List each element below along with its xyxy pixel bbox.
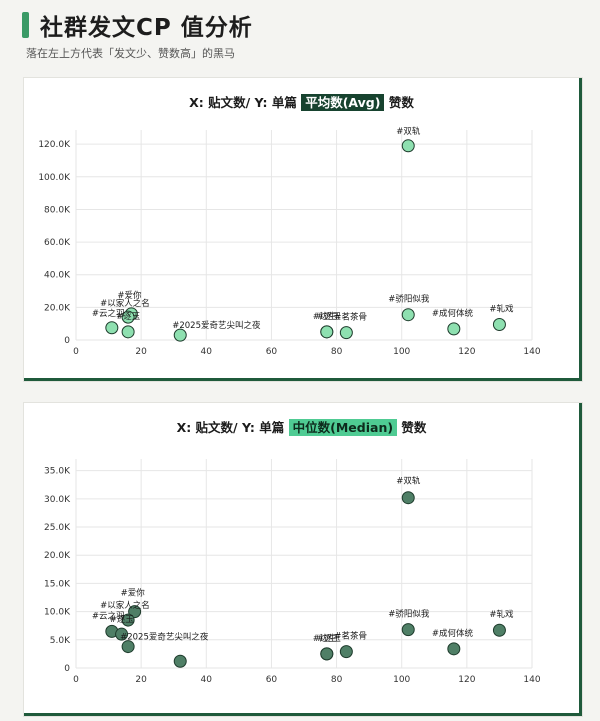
median-data-point — [339, 645, 353, 659]
median-point-label: #轧戏 — [489, 609, 514, 620]
median-y-tick-label: 30.0K — [44, 495, 71, 505]
median-x-tick-label: 80 — [331, 675, 343, 685]
median-x-tick-label: 120 — [458, 675, 475, 685]
avg-y-tick-label: 80.0K — [44, 205, 71, 215]
median-point-label: #逐玉 — [110, 615, 135, 625]
median-data-point — [401, 491, 415, 505]
median-point-label: #爱你 — [121, 588, 146, 599]
median-x-tick-label: 100 — [393, 675, 410, 685]
median-data-point — [115, 627, 129, 641]
median-chart-title-highlight: 中位数(Median) — [288, 419, 398, 436]
avg-data-point — [121, 325, 135, 339]
median-data-point — [320, 647, 334, 661]
avg-y-tick-label: 20.0K — [44, 303, 71, 313]
page-subtitle: 落在左上方代表「发文少、赞数高」的黑马 — [26, 47, 235, 60]
avg-chart-title-prefix: X: 贴文数/ Y: 单篇 — [189, 95, 302, 110]
avg-point-label: #轧戏 — [489, 303, 514, 314]
avg-point-label: #骄阳似我 — [388, 294, 430, 305]
avg-x-tick-label: 40 — [201, 347, 213, 357]
avg-y-tick-label: 40.0K — [44, 271, 71, 281]
avg-chart-title-suffix: 赞数 — [384, 95, 414, 110]
median-y-tick-label: 15.0K — [44, 579, 71, 589]
median-point-label: #成何体统 — [432, 628, 474, 639]
avg-chart-title: X: 贴文数/ Y: 单篇 平均数(Avg) 赞数 — [24, 92, 579, 111]
avg-x-tick-label: 80 — [331, 347, 343, 357]
median-point-label: #逐玉 — [317, 634, 342, 644]
median-data-point — [401, 623, 415, 637]
avg-data-point — [492, 317, 506, 331]
avg-x-tick-label: 100 — [393, 347, 410, 357]
median-y-tick-label: 5.0K — [50, 636, 71, 646]
median-data-point — [173, 654, 187, 668]
median-chart-panel: X: 贴文数/ Y: 单篇 中位数(Median) 赞数 0 5.0K 10.0K 1… — [24, 403, 582, 716]
page-header: 社群发文CP 值分析 落在左上方代表「发文少、赞数高」的黑马 — [0, 0, 600, 70]
median-chart-title: X: 贴文数/ Y: 单篇 中位数(Median) 赞数 — [24, 417, 579, 436]
avg-chart-panel: X: 贴文数/ Y: 单篇 平均数(Avg) 赞数 0 20.0K 40.0K 60.… — [24, 78, 582, 381]
avg-x-tick-label: 20 — [135, 347, 147, 357]
avg-point-label: #2025爱奇艺尖叫之夜 — [172, 320, 261, 331]
median-point-label: #茗茶骨 — [334, 631, 367, 642]
median-point-label: #骄阳似我 — [388, 609, 430, 620]
avg-data-point — [105, 321, 119, 335]
avg-data-point — [339, 326, 353, 340]
avg-x-tick-label: 0 — [73, 347, 79, 357]
median-data-point — [492, 623, 506, 637]
avg-point-label: #以家人之名 — [100, 298, 150, 309]
median-data-point — [121, 613, 135, 627]
median-x-tick-label: 20 — [135, 675, 147, 685]
avg-data-point — [401, 139, 415, 153]
avg-data-point — [447, 322, 461, 336]
avg-point-label: #成何体统 — [432, 308, 474, 319]
median-x-tick-label: 60 — [266, 675, 278, 685]
avg-scatter-plot: 0 20.0K 40.0K 60.0K 80.0K 100.0K 120.0K 0 20 40 60… — [38, 126, 541, 357]
title-accent-bar — [22, 12, 29, 38]
median-x-tick-label: 40 — [201, 675, 213, 685]
median-y-tick-label: 20.0K — [44, 551, 71, 561]
median-scatter-plot: 0 5.0K 10.0K 15.0K 20.0K 25.0K 30.0K 35.0K 0 20 40… — [44, 459, 541, 685]
median-y-tick-label: 0 — [64, 664, 70, 674]
median-point-label: #2025爱奇艺尖叫之夜 — [120, 632, 209, 643]
avg-point-label: #茗茶骨 — [334, 312, 367, 323]
page-title: 社群发文CP 值分析 — [40, 15, 253, 41]
median-point-label: #双轨 — [396, 476, 421, 487]
median-chart-title-suffix: 赞数 — [397, 420, 427, 435]
median-x-tick-label: 140 — [523, 675, 540, 685]
avg-data-point — [401, 308, 415, 322]
avg-point-label: #云之羽 — [92, 308, 125, 319]
avg-x-tick-label: 140 — [523, 347, 540, 357]
median-data-point — [121, 640, 135, 654]
avg-y-tick-label: 120.0K — [38, 140, 71, 150]
avg-data-point — [121, 310, 135, 324]
median-y-tick-label: 10.0K — [44, 608, 71, 618]
avg-point-label: #边生 — [313, 311, 338, 322]
median-x-tick-label: 0 — [73, 675, 79, 685]
avg-point-label: #双轨 — [396, 126, 421, 137]
median-point-label: #边生 — [313, 633, 338, 644]
median-y-tick-label: 35.0K — [44, 467, 71, 477]
avg-point-label: #逐玉 — [116, 312, 141, 322]
median-chart-title-prefix: X: 贴文数/ Y: 单篇 — [176, 420, 289, 435]
avg-x-tick-label: 60 — [266, 347, 278, 357]
avg-point-label: #爱你 — [117, 290, 142, 301]
avg-data-point — [173, 328, 187, 342]
median-point-label: #以家人之名 — [100, 600, 150, 611]
avg-chart-title-highlight: 平均数(Avg) — [301, 94, 385, 111]
avg-y-tick-label: 100.0K — [38, 173, 71, 183]
avg-point-label: #逐玉 — [317, 312, 342, 322]
avg-y-tick-label: 60.0K — [44, 238, 71, 248]
median-data-point — [447, 642, 461, 656]
median-point-label: #云之羽 — [92, 610, 125, 621]
avg-data-point — [320, 325, 334, 339]
avg-x-tick-label: 120 — [458, 347, 475, 357]
median-y-tick-label: 25.0K — [44, 523, 71, 533]
avg-y-tick-label: 0 — [64, 336, 70, 346]
